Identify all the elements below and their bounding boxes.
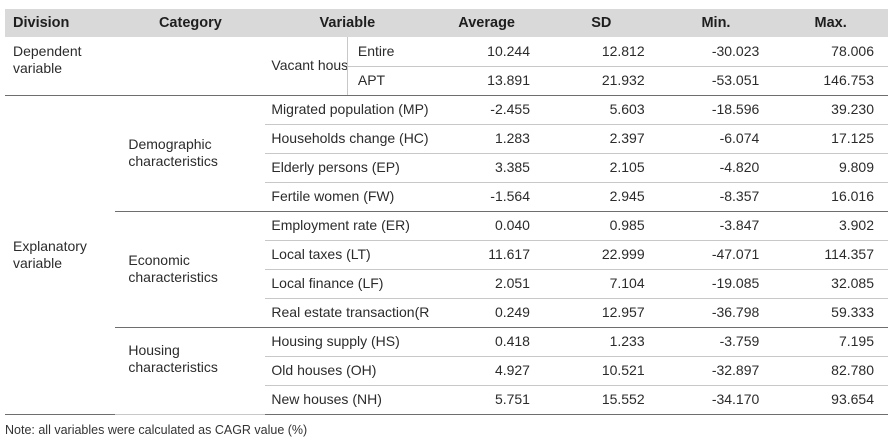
cell-min: -53.051: [658, 66, 774, 96]
header-max: Max.: [773, 9, 888, 37]
variable-name: Fertile women (FW): [265, 182, 430, 212]
cell-max: 39.230: [773, 95, 888, 125]
category-dependent: [115, 37, 266, 96]
cell-sd: 15.552: [543, 385, 659, 415]
table-row: Local finance (LF) 2.051 7.104 -19.085 3…: [5, 269, 888, 299]
category-economic: Economic characteristics: [115, 211, 266, 328]
cell-max: 82.780: [773, 356, 888, 386]
cell-average: 5.751: [429, 385, 544, 415]
cell-max: 16.016: [773, 182, 888, 212]
cell-min: -8.357: [658, 182, 774, 212]
division-dependent: Dependent variable: [5, 37, 116, 96]
cell-average: 2.051: [429, 269, 544, 299]
header-division: Division: [5, 9, 116, 37]
table-row: Housing characteristics Housing supply (…: [5, 327, 888, 415]
category-housing: Housing characteristics: [115, 327, 266, 415]
header-sd: SD: [543, 9, 659, 37]
cell-min: -4.820: [658, 153, 774, 183]
category-demographic: Demographic characteristics: [115, 95, 266, 212]
cell-min: -30.023: [658, 37, 774, 67]
cell-sd: 2.945: [543, 182, 659, 212]
variable-name: Households change (HC): [265, 124, 430, 154]
table-row: Elderly persons (EP) 3.385 2.105 -4.820 …: [5, 153, 888, 183]
table-row: Households change (HC) 1.283 2.397 -6.07…: [5, 124, 888, 154]
cell-sd: 2.105: [543, 153, 659, 183]
table-note: Note: all variables were calculated as C…: [5, 423, 308, 437]
cell-sd: 10.521: [543, 356, 659, 386]
cell-average: 4.927: [429, 356, 544, 386]
cell-min: -47.071: [658, 240, 774, 270]
descriptive-statistics-table: Division Category Variable Average SD Mi…: [5, 9, 888, 415]
table-row: Explanatory variable Demographic charact…: [5, 95, 888, 415]
cell-max: 78.006: [773, 37, 888, 67]
cell-average: 0.040: [429, 211, 544, 241]
cell-sd: 7.104: [543, 269, 659, 299]
cell-min: -36.798: [658, 298, 774, 328]
cell-max: 32.085: [773, 269, 888, 299]
variable-name: Local taxes (LT): [265, 240, 430, 270]
cell-sd: 0.985: [543, 211, 659, 241]
cell-sd: 1.233: [543, 327, 659, 357]
cell-min: -34.170: [658, 385, 774, 415]
header-row: Division Category Variable Average SD Mi…: [5, 9, 888, 37]
header-min: Min.: [658, 9, 774, 37]
cell-max: 146.753: [773, 66, 888, 96]
cell-max: 59.333: [773, 298, 888, 328]
cell-sd: 22.999: [543, 240, 659, 270]
table-row: Dependent variable Vacant houses (VH) En…: [5, 37, 888, 96]
table-row: Old houses (OH) 4.927 10.521 -32.897 82.…: [5, 356, 888, 386]
cell-min: -3.847: [658, 211, 774, 241]
variable-name: Migrated population (MP): [265, 95, 430, 125]
table-row: APT 13.891 21.932 -53.051 146.753: [5, 66, 888, 96]
table-row: Local taxes (LT) 11.617 22.999 -47.071 1…: [5, 240, 888, 270]
cell-average: 1.283: [429, 124, 544, 154]
variable-name: Real estate transaction(RT): [265, 298, 430, 328]
header-category: Category: [115, 9, 266, 37]
cell-max: 93.654: [773, 385, 888, 415]
cell-max: 114.357: [773, 240, 888, 270]
variable-name: Employment rate (ER): [265, 211, 430, 241]
header-variable: Variable: [265, 9, 430, 37]
cell-min: -19.085: [658, 269, 774, 299]
cell-average: 0.418: [429, 327, 544, 357]
cell-min: -6.074: [658, 124, 774, 154]
table-row: Real estate transaction(RT) 0.249 12.957…: [5, 298, 888, 328]
variable-name: Elderly persons (EP): [265, 153, 430, 183]
cell-max: 3.902: [773, 211, 888, 241]
cell-average: 10.244: [429, 37, 544, 67]
cell-average: 3.385: [429, 153, 544, 183]
cell-average: 0.249: [429, 298, 544, 328]
variable-name: Old houses (OH): [265, 356, 430, 386]
cell-max: 9.809: [773, 153, 888, 183]
cell-average: -1.564: [429, 182, 544, 212]
cell-min: -18.596: [658, 95, 774, 125]
cell-average: 11.617: [429, 240, 544, 270]
cell-min: -32.897: [658, 356, 774, 386]
cell-sd: 21.932: [543, 66, 659, 96]
table-row: Fertile women (FW) -1.564 2.945 -8.357 1…: [5, 182, 888, 212]
sub-entire: Entire: [346, 37, 430, 67]
table-row: Economic characteristics Employment rate…: [5, 211, 888, 328]
cell-sd: 5.603: [543, 95, 659, 125]
cell-sd: 12.957: [543, 298, 659, 328]
variable-name: New houses (NH): [265, 385, 430, 415]
cell-max: 7.195: [773, 327, 888, 357]
cell-sd: 12.812: [543, 37, 659, 67]
cell-min: -3.759: [658, 327, 774, 357]
cell-max: 17.125: [773, 124, 888, 154]
variable-name: Local finance (LF): [265, 269, 430, 299]
division-explanatory: Explanatory variable: [5, 95, 116, 415]
cell-sd: 2.397: [543, 124, 659, 154]
sub-apt: APT: [346, 66, 430, 96]
cell-average: 13.891: [429, 66, 544, 96]
variable-name: Housing supply (HS): [265, 327, 430, 357]
cell-average: -2.455: [429, 95, 544, 125]
variable-vacant-houses: Vacant houses (VH): [265, 37, 348, 96]
table-row: New houses (NH) 5.751 15.552 -34.170 93.…: [5, 385, 888, 415]
header-average: Average: [429, 9, 544, 37]
